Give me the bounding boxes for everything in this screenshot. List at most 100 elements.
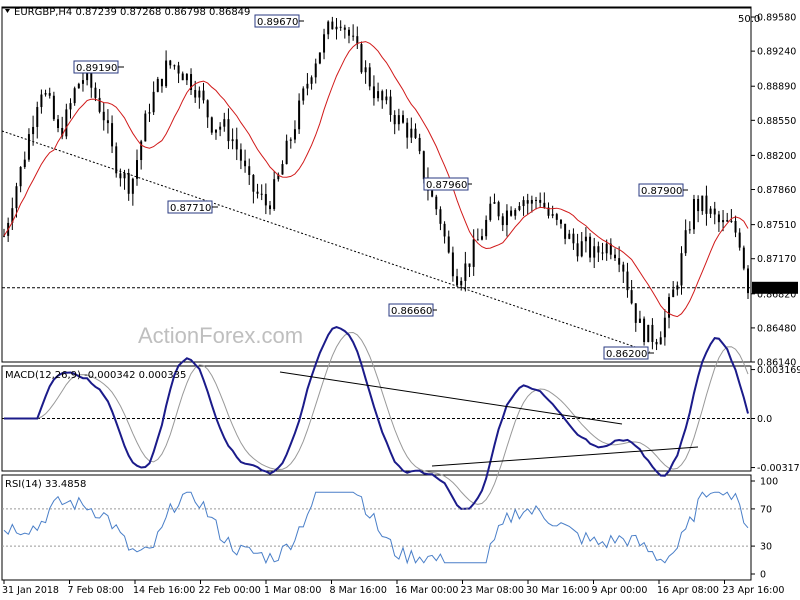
candle-body xyxy=(638,318,641,323)
candle-body xyxy=(680,253,683,286)
candle-body xyxy=(136,160,139,179)
candle-body xyxy=(593,246,596,258)
price-y-tick-label: 0.87510 xyxy=(757,220,796,231)
candle-body xyxy=(144,113,147,142)
candle-body xyxy=(622,264,625,272)
macd-label: MACD(12,26,9) -0.000342 0.000335 xyxy=(5,370,186,381)
candle-body xyxy=(559,219,562,224)
candle-body xyxy=(156,78,159,92)
candle-body xyxy=(539,199,542,203)
candle-body xyxy=(684,230,687,254)
candle-body xyxy=(526,200,529,204)
candle-body xyxy=(568,233,571,239)
candle-body xyxy=(356,36,359,45)
rsi-y-tick-label: 70 xyxy=(760,504,772,515)
candle-body xyxy=(530,199,533,204)
candle-body xyxy=(663,317,666,338)
candle-body xyxy=(140,141,143,161)
candle-body xyxy=(505,210,508,226)
candle-body xyxy=(90,68,93,88)
candle-body xyxy=(160,78,163,87)
candle-body xyxy=(269,205,272,210)
candle-body xyxy=(119,173,122,179)
candle-body xyxy=(202,90,205,101)
candle-body xyxy=(368,67,371,87)
candle-body xyxy=(98,97,101,112)
candle-body xyxy=(52,95,55,120)
x-tick-label: 23 Apr 16:00 xyxy=(723,585,785,596)
candle-body xyxy=(435,196,438,210)
price-y-tick-label: 0.86820 xyxy=(757,289,796,300)
candle-body xyxy=(77,83,80,89)
candle-body xyxy=(630,290,633,304)
candle-body xyxy=(726,220,729,222)
price-annotation: 0.89190 xyxy=(76,63,117,74)
candle-body xyxy=(555,214,558,220)
candle-body xyxy=(94,87,97,98)
candle-body xyxy=(634,303,637,323)
x-tick-label: 14 Feb 16:00 xyxy=(133,585,195,596)
candle-body xyxy=(364,67,367,73)
candle-body xyxy=(713,208,716,215)
candle-body xyxy=(493,202,496,204)
candle-body xyxy=(131,178,134,194)
candle-body xyxy=(572,233,575,244)
candle-body xyxy=(597,246,600,253)
candle-body xyxy=(709,208,712,214)
macd-y-tick-label: 0.003169 xyxy=(757,365,800,376)
candle-body xyxy=(543,202,546,208)
candle-body xyxy=(302,88,305,101)
price-annotation: 0.89670 xyxy=(257,17,298,28)
candle-body xyxy=(418,137,421,152)
price-y-tick-label: 0.87170 xyxy=(757,254,796,265)
candle-body xyxy=(252,174,255,192)
candle-body xyxy=(81,80,84,84)
candle-body xyxy=(285,140,288,165)
candle-body xyxy=(547,207,550,216)
candle-body xyxy=(468,263,471,267)
candle-body xyxy=(314,63,317,78)
moving-average-line xyxy=(3,41,749,318)
candle-body xyxy=(73,88,76,104)
candle-body xyxy=(11,208,14,223)
price-annotation: 0.86200 xyxy=(606,349,647,360)
candle-body xyxy=(32,126,35,135)
candle-body xyxy=(248,166,251,175)
candle-body xyxy=(501,216,504,226)
candle-body xyxy=(443,223,446,237)
candle-body xyxy=(730,220,733,222)
candle-body xyxy=(106,120,109,124)
candle-body xyxy=(210,117,213,133)
candle-body xyxy=(510,210,513,216)
macd-trend-line-upper xyxy=(279,371,623,425)
candle-body xyxy=(57,119,60,128)
candle-body xyxy=(44,93,47,95)
candle-body xyxy=(61,127,64,137)
candle-body xyxy=(310,77,313,84)
chart-header: EURGBP,H4 0.87239 0.87268 0.86798 0.8684… xyxy=(14,7,250,18)
candle-body xyxy=(3,235,5,237)
candle-body xyxy=(194,89,197,98)
candle-body xyxy=(497,202,500,217)
candle-body xyxy=(397,115,400,125)
candle-body xyxy=(40,94,43,108)
candle-body xyxy=(185,74,188,81)
candle-body xyxy=(451,252,454,277)
candle-body xyxy=(181,73,184,81)
price-y-tick-label: 0.88200 xyxy=(757,151,796,162)
collapse-triangle-icon[interactable] xyxy=(5,9,10,13)
price-y-tick-label: 0.89580 xyxy=(757,13,796,24)
x-tick-label: 8 Mar 16:00 xyxy=(330,585,387,596)
candle-body xyxy=(15,186,18,209)
rsi-panel xyxy=(1,474,752,581)
x-tick-label: 7 Feb 08:00 xyxy=(68,585,124,596)
fib-label: 50.0 xyxy=(738,14,760,25)
candle-body xyxy=(676,285,679,290)
price-annotation: 0.86660 xyxy=(391,306,432,317)
x-tick-label: 9 Apr 00:00 xyxy=(592,585,648,596)
rsi-line xyxy=(3,491,749,565)
candle-body xyxy=(377,91,380,99)
candle-body xyxy=(372,86,375,99)
candle-body xyxy=(223,119,226,127)
